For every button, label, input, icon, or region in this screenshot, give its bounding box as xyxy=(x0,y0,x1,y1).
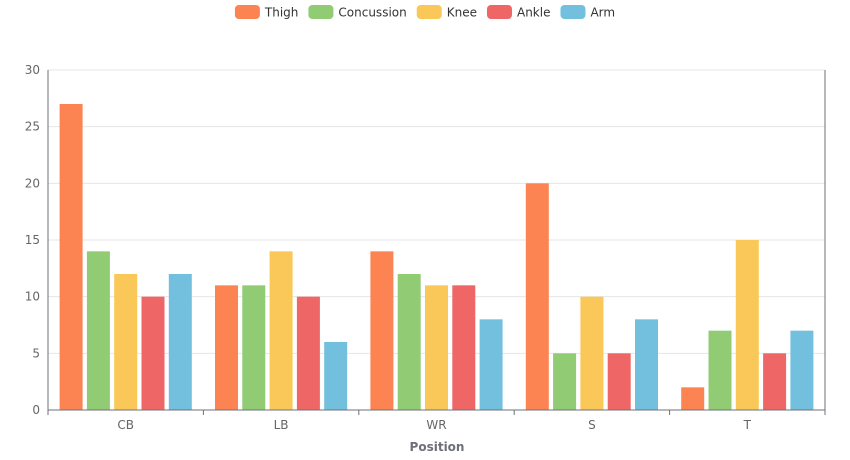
bar-ankle-t[interactable] xyxy=(763,353,787,410)
legend-swatch xyxy=(486,5,512,19)
legend-label: Concussion xyxy=(338,6,406,20)
y-tick-label: 10 xyxy=(25,290,40,304)
bar-concussion-lb[interactable] xyxy=(242,285,266,410)
legend-item-arm[interactable]: Arm xyxy=(560,5,615,20)
bar-concussion-cb[interactable] xyxy=(86,251,110,410)
y-tick-label: 30 xyxy=(25,63,40,77)
bar-knee-wr[interactable] xyxy=(425,285,448,410)
y-tick-label: 0 xyxy=(32,403,40,417)
bar-ankle-wr[interactable] xyxy=(452,285,476,410)
bar-knee-lb[interactable] xyxy=(269,251,293,410)
bar-arm-cb[interactable] xyxy=(168,274,192,410)
bar-ankle-lb[interactable] xyxy=(296,296,320,410)
legend-swatch xyxy=(234,5,260,19)
bar-knee-cb[interactable] xyxy=(114,274,138,410)
bar-arm-t[interactable] xyxy=(790,330,814,410)
legend-label: Ankle xyxy=(517,6,550,20)
bar-thigh-t[interactable] xyxy=(681,387,705,410)
y-tick-label: 15 xyxy=(25,233,40,247)
x-tick-label: T xyxy=(743,418,752,432)
legend: Thigh Concussion Knee Ankle Arm xyxy=(234,5,615,20)
legend-swatch xyxy=(308,5,334,19)
legend-item-ankle[interactable]: Ankle xyxy=(486,5,550,20)
bar-arm-wr[interactable] xyxy=(479,319,503,410)
legend-label: Knee xyxy=(447,6,477,20)
legend-swatch xyxy=(416,5,442,19)
bar-arm-s[interactable] xyxy=(635,319,658,410)
legend-item-thigh[interactable]: Thigh xyxy=(234,5,299,20)
legend-item-concussion[interactable]: Concussion xyxy=(308,5,407,20)
bar-concussion-s[interactable] xyxy=(553,353,577,410)
legend-item-knee[interactable]: Knee xyxy=(416,5,477,20)
y-tick-label: 25 xyxy=(25,120,40,134)
legend-label: Thigh xyxy=(264,6,299,20)
legend-swatch xyxy=(560,5,586,19)
x-tick-label: CB xyxy=(117,418,134,432)
bar-thigh-wr[interactable] xyxy=(370,251,394,410)
legend-label: Arm xyxy=(590,6,615,20)
bar-thigh-s[interactable] xyxy=(525,183,549,410)
x-tick-label: WR xyxy=(426,418,446,432)
bar-arm-lb[interactable] xyxy=(324,342,348,410)
x-tick-label: S xyxy=(588,418,596,432)
x-axis-title: Position xyxy=(410,440,465,454)
y-tick-label: 5 xyxy=(32,346,40,360)
bar-thigh-cb[interactable] xyxy=(59,104,83,410)
bar-concussion-t[interactable] xyxy=(708,330,732,410)
bar-ankle-cb[interactable] xyxy=(141,296,165,410)
bar-thigh-lb[interactable] xyxy=(215,285,238,410)
bar-concussion-wr[interactable] xyxy=(397,274,421,410)
y-tick-label: 20 xyxy=(25,176,40,190)
axes: 0 5 10 15 20 25 30 CB LB WR S T xyxy=(25,63,826,432)
x-tick-label: LB xyxy=(274,418,289,432)
bars xyxy=(59,104,814,410)
bar-knee-s[interactable] xyxy=(580,296,604,410)
bar-knee-t[interactable] xyxy=(735,240,759,410)
bar-ankle-s[interactable] xyxy=(607,353,631,410)
